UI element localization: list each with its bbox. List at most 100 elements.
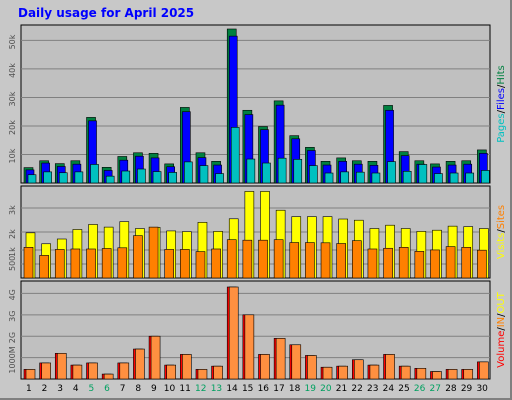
x-tick-label: 14 xyxy=(226,384,238,394)
bar-pages xyxy=(293,159,303,184)
bar-sites xyxy=(39,255,49,279)
bar-in xyxy=(463,369,474,380)
chart-title: Daily usage for April 2025 xyxy=(18,6,194,20)
bar-sites xyxy=(336,243,346,279)
bar-pages xyxy=(152,171,162,184)
bar-in xyxy=(150,335,161,380)
x-tick-label: 4 xyxy=(73,384,79,394)
bar-sites xyxy=(445,246,456,279)
x-tick-label: 9 xyxy=(151,384,157,394)
legend-entry: Pages xyxy=(496,113,507,142)
bar-in xyxy=(56,353,67,380)
bar-pages xyxy=(74,171,84,184)
bar-in xyxy=(182,354,192,380)
bar-sites xyxy=(54,249,65,279)
bar-sites xyxy=(242,239,253,279)
bar-in xyxy=(322,366,333,380)
bar-pages xyxy=(184,161,193,184)
bar-pages xyxy=(402,171,412,184)
bar-pages xyxy=(246,158,256,184)
bar-in xyxy=(447,369,458,380)
bar-in xyxy=(228,286,239,380)
bar-in xyxy=(244,314,255,380)
bar-sites xyxy=(320,242,331,279)
bar-in xyxy=(25,369,36,380)
x-tick-label: 7 xyxy=(120,384,126,394)
x-tick-label: 15 xyxy=(242,384,253,394)
y-tick-label: 1k xyxy=(8,247,17,257)
bar-in xyxy=(400,365,411,380)
legend-separator: / xyxy=(496,229,507,233)
bar-pages xyxy=(371,172,381,184)
bar-pages xyxy=(215,173,224,184)
bar-sites xyxy=(86,248,96,279)
bar-sites xyxy=(367,248,378,279)
bar-sites xyxy=(273,239,284,279)
bar-sites xyxy=(117,247,128,279)
x-tick-label: 16 xyxy=(258,384,270,394)
bar-in xyxy=(307,355,317,380)
x-tick-label: 17 xyxy=(273,384,284,394)
bar-sites xyxy=(148,226,159,279)
bar-in xyxy=(119,362,130,380)
x-tick-label: 10 xyxy=(164,384,176,394)
y-tick-label: 10k xyxy=(8,148,17,163)
bar-sites xyxy=(180,249,190,279)
x-tick-label: 25 xyxy=(398,384,409,394)
bar-in xyxy=(135,348,145,380)
x-tick-label: 3 xyxy=(57,384,63,394)
bar-pages xyxy=(43,171,52,184)
bar-sites xyxy=(211,248,221,279)
bar-sites xyxy=(414,251,425,279)
legend-separator: / xyxy=(496,84,507,88)
x-tick-label: 27 xyxy=(430,384,441,394)
x-tick-label: 30 xyxy=(476,384,488,394)
bar-in xyxy=(88,362,98,380)
bar-sites xyxy=(351,240,362,279)
legend-separator: / xyxy=(496,327,507,331)
bar-pages xyxy=(105,175,115,184)
plot-panel-1 xyxy=(20,24,491,184)
bar-sites xyxy=(164,249,174,279)
bar-in xyxy=(416,368,427,380)
bar-pages xyxy=(418,164,428,184)
y-tick-label: 4G xyxy=(8,289,17,300)
bar-in xyxy=(369,364,380,380)
bar-in xyxy=(291,344,302,380)
bar-sites xyxy=(383,247,393,279)
bar-sites xyxy=(461,247,472,279)
y-tick-label: 20k xyxy=(8,120,17,135)
bar-sites xyxy=(226,239,237,279)
bar-pages xyxy=(465,172,475,184)
y-tick-label: 2G xyxy=(8,332,17,343)
x-tick-label: 28 xyxy=(445,384,457,394)
bar-pages xyxy=(277,157,287,184)
legend-entry: OUT xyxy=(496,291,507,313)
bar-sites xyxy=(477,249,487,279)
bar-pages xyxy=(121,170,131,184)
bar-pages xyxy=(340,171,349,184)
bar-in xyxy=(275,338,286,380)
y-tick-label: 2k xyxy=(8,229,17,239)
y-tick-label: 40k xyxy=(8,63,17,78)
bar-pages xyxy=(309,165,318,184)
bar-pages xyxy=(230,127,240,184)
bar-in xyxy=(260,354,270,380)
legend-visits-sites: Visits/Sites xyxy=(496,205,507,259)
x-tick-label: 6 xyxy=(104,384,110,394)
bar-sites xyxy=(70,248,81,279)
y-tick-label: 3G xyxy=(8,311,17,322)
legend-separator: / xyxy=(496,109,507,113)
bar-sites xyxy=(398,247,409,279)
x-tick-label: 8 xyxy=(135,384,141,394)
bar-in xyxy=(479,361,489,380)
bar-sites xyxy=(195,251,206,279)
y-tick-label: 500 xyxy=(8,256,17,271)
bar-sites xyxy=(258,239,268,279)
bar-pages xyxy=(355,171,365,184)
bar-pages xyxy=(137,168,146,184)
x-tick-label: 5 xyxy=(88,384,94,394)
x-tick-label: 22 xyxy=(351,384,362,394)
x-tick-label: 23 xyxy=(367,384,378,394)
